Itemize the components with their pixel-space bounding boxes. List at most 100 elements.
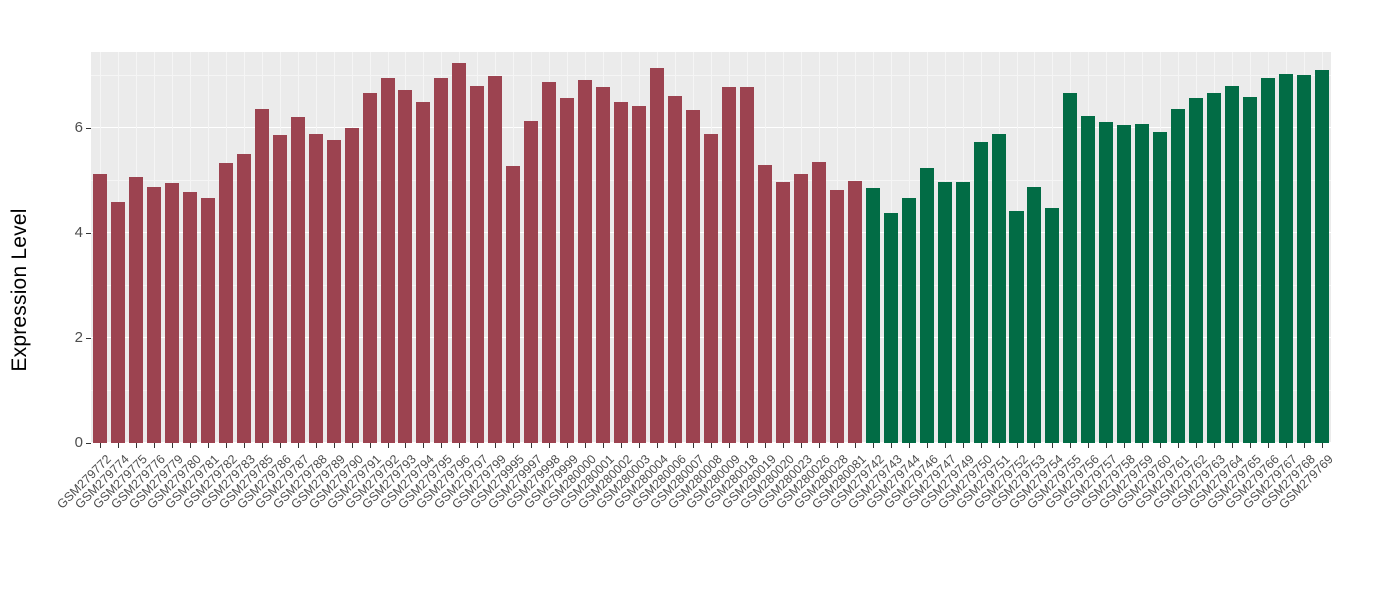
x-tick-mark xyxy=(495,443,496,448)
bar xyxy=(326,139,341,443)
x-tick-mark xyxy=(208,443,209,448)
bar xyxy=(128,176,143,443)
bar xyxy=(200,197,215,443)
x-axis: GSM279772 GSM279774 GSM279775 GSM279776 GSM2… xyxy=(54,443,1336,580)
bar xyxy=(865,188,880,443)
x-tick-mark xyxy=(423,443,424,448)
x-tick-mark xyxy=(1250,443,1251,448)
x-tick-mark xyxy=(603,443,604,448)
x-tick-mark xyxy=(1232,443,1233,448)
x-tick-mark xyxy=(1124,443,1125,448)
bar xyxy=(416,101,431,443)
x-tick-mark xyxy=(334,443,335,448)
x-tick-mark xyxy=(1268,443,1269,448)
bar xyxy=(434,78,449,443)
x-tick-mark xyxy=(1178,443,1179,448)
bar xyxy=(1045,208,1060,443)
bar xyxy=(1207,92,1222,443)
x-tick-mark xyxy=(1052,443,1053,448)
x-tick-mark xyxy=(1034,443,1035,448)
x-tick-mark xyxy=(747,443,748,448)
bar xyxy=(542,81,557,443)
y-axis-title: Expression Level xyxy=(8,208,31,372)
bar xyxy=(937,182,952,443)
bar xyxy=(488,75,503,443)
x-tick-mark xyxy=(981,443,982,448)
x-tick-mark xyxy=(693,443,694,448)
x-tick-mark xyxy=(963,443,964,448)
x-tick-mark xyxy=(729,443,730,448)
bar xyxy=(883,213,898,443)
bar xyxy=(1117,124,1132,443)
plot-panel xyxy=(91,52,1331,443)
x-tick-mark xyxy=(1017,443,1018,448)
bar xyxy=(1099,121,1114,443)
bar xyxy=(452,62,467,443)
bar xyxy=(919,168,934,443)
y-tick-mark xyxy=(86,128,91,130)
x-tick-mark xyxy=(513,443,514,448)
x-tick-mark xyxy=(621,443,622,448)
x-tick-mark xyxy=(531,443,532,448)
x-tick-mark xyxy=(711,443,712,448)
bar xyxy=(164,183,179,443)
bar xyxy=(146,187,161,443)
bar xyxy=(254,108,269,443)
x-tick-mark xyxy=(226,443,227,448)
bar xyxy=(829,190,844,443)
bar xyxy=(955,182,970,443)
x-tick-mark xyxy=(1214,443,1215,448)
bar xyxy=(1315,70,1330,443)
bar xyxy=(668,95,683,443)
bar xyxy=(290,116,305,443)
bar xyxy=(1153,131,1168,443)
bar xyxy=(650,67,665,443)
x-tick-mark xyxy=(1142,443,1143,448)
x-tick-mark xyxy=(190,443,191,448)
x-tick-mark xyxy=(927,443,928,448)
bar xyxy=(614,101,629,443)
bar xyxy=(1189,98,1204,443)
y-tick-label: 0 xyxy=(74,434,83,451)
y-tick-mark xyxy=(86,443,91,444)
bar xyxy=(380,78,395,443)
x-tick-mark xyxy=(999,443,1000,448)
x-tick-mark xyxy=(1088,443,1089,448)
bar xyxy=(1279,73,1294,443)
bar xyxy=(793,174,808,443)
x-tick-mark xyxy=(567,443,568,448)
bar xyxy=(1243,96,1258,443)
x-tick-mark xyxy=(298,443,299,448)
bar xyxy=(811,162,826,443)
x-tick-mark xyxy=(172,443,173,448)
bar xyxy=(524,121,539,443)
x-tick-mark xyxy=(765,443,766,448)
y-axis: 0 2 4 6 xyxy=(40,0,91,580)
bar xyxy=(847,180,862,443)
bar xyxy=(1081,116,1096,443)
bar xyxy=(739,87,754,443)
y-tick-mark xyxy=(86,233,91,235)
x-tick-mark xyxy=(244,443,245,448)
x-tick-mark xyxy=(405,443,406,448)
x-tick-mark xyxy=(441,443,442,448)
bar xyxy=(703,133,718,443)
bar xyxy=(1171,108,1186,443)
bar xyxy=(1297,74,1312,443)
x-tick-mark xyxy=(783,443,784,448)
x-tick-mark xyxy=(459,443,460,448)
y-tick-label: 2 xyxy=(74,329,83,347)
x-tick-mark xyxy=(801,443,802,448)
x-tick-mark xyxy=(549,443,550,448)
x-tick-mark xyxy=(891,443,892,448)
bar xyxy=(92,174,107,443)
bar xyxy=(362,92,377,443)
x-tick-mark xyxy=(477,443,478,448)
x-tick-mark xyxy=(1286,443,1287,448)
x-tick-mark xyxy=(316,443,317,448)
x-tick-mark xyxy=(262,443,263,448)
bar xyxy=(218,163,233,443)
bar xyxy=(470,86,485,443)
bar xyxy=(1225,86,1240,443)
x-tick-mark xyxy=(1106,443,1107,448)
